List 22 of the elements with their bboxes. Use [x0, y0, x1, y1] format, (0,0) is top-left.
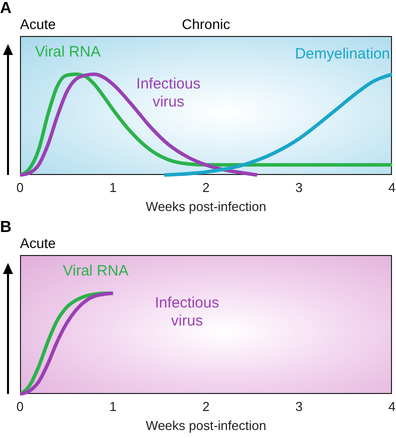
x-tick-label: 0 [16, 399, 24, 414]
text: Acute [20, 16, 56, 32]
x-tick-label: 4 [388, 399, 396, 414]
x-tick-label: 2 [202, 180, 210, 196]
text: Chronic [182, 16, 230, 32]
chart-title: B [0, 219, 12, 237]
x-tick-label: 3 [295, 180, 303, 196]
x-tick-label: 3 [295, 399, 303, 414]
series-label: Demyelination [294, 45, 390, 62]
x-tick-label: 0 [16, 180, 24, 196]
x-axis-title: Weeks post-infection [146, 418, 266, 433]
x-tick-label: 1 [109, 399, 117, 414]
series-label: Infectious virus [136, 75, 201, 110]
series-label: Viral RNA [62, 262, 128, 280]
x-axis-title: Weeks post-infection [146, 199, 266, 214]
x-tick-label: 4 [388, 180, 396, 196]
chart-title: A [0, 0, 12, 18]
x-tick-label: 1 [109, 180, 117, 196]
text: Infectious virus [154, 294, 220, 330]
text: Acute [20, 235, 56, 251]
x-tick-label: 2 [202, 399, 210, 414]
series-label: Viral RNA [35, 43, 101, 60]
